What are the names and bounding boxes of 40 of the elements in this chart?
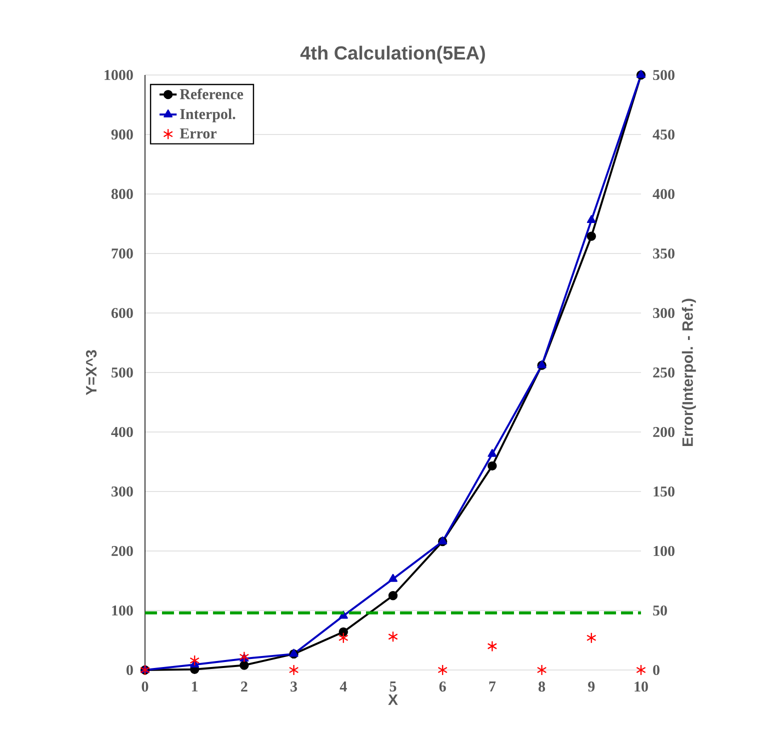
- y2-tick-label: 300: [653, 308, 674, 318]
- x-tick-label: 3: [290, 682, 298, 692]
- y-tick-label: 700: [112, 248, 133, 259]
- y2-tick-label: 100: [654, 546, 674, 556]
- y2-tick-label: 0: [653, 664, 660, 676]
- legend-label: Error: [180, 128, 217, 138]
- chart-title: 4th Calculation(5EA): [300, 46, 485, 64]
- x-tick-label: 1: [192, 682, 198, 692]
- y2-tick-label: 150: [654, 486, 674, 497]
- y-tick-label: 100: [112, 605, 133, 616]
- x-tick-label: 4: [340, 682, 347, 692]
- x-tick-label: 9: [588, 682, 595, 692]
- y-tick-label: 400: [111, 426, 133, 438]
- y2-tick-label: 200: [653, 426, 674, 438]
- y-tick-label: 1000: [104, 70, 133, 80]
- y-tick-label: 600: [111, 308, 133, 318]
- y2-tick-label: 250: [653, 367, 674, 378]
- y-tick-label: 900: [111, 129, 133, 140]
- y-tick-label: 200: [112, 546, 133, 556]
- x-tick-label: 2: [241, 682, 248, 692]
- y2-tick-label: 400: [652, 188, 674, 200]
- y2-tick-label: 50: [653, 605, 667, 616]
- legend-label: Interpol.: [180, 108, 236, 122]
- x-tick-label: 8: [538, 682, 546, 692]
- y-axis-title: Y=X^3: [86, 350, 97, 396]
- y2-tick-label: 350: [653, 248, 674, 259]
- y-tick-label: 800: [111, 188, 133, 200]
- x-tick-label: 6: [439, 682, 446, 692]
- x-tick-label: 7: [489, 682, 496, 692]
- y-tick-label: 0: [126, 664, 133, 676]
- y-tick-label: 500: [112, 367, 133, 378]
- x-tick-label: 5: [390, 682, 396, 692]
- x-tick-label: 0: [142, 682, 148, 692]
- legend-label: Reference: [180, 88, 244, 100]
- y2-tick-label: 500: [653, 70, 674, 80]
- x-axis-title: X: [388, 694, 398, 705]
- y2-axis-title: Error(Interpol. - Ref.): [682, 298, 696, 446]
- x-tick-label: 10: [634, 682, 648, 692]
- y-tick-label: 300: [112, 486, 133, 497]
- y2-tick-label: 450: [652, 129, 674, 140]
